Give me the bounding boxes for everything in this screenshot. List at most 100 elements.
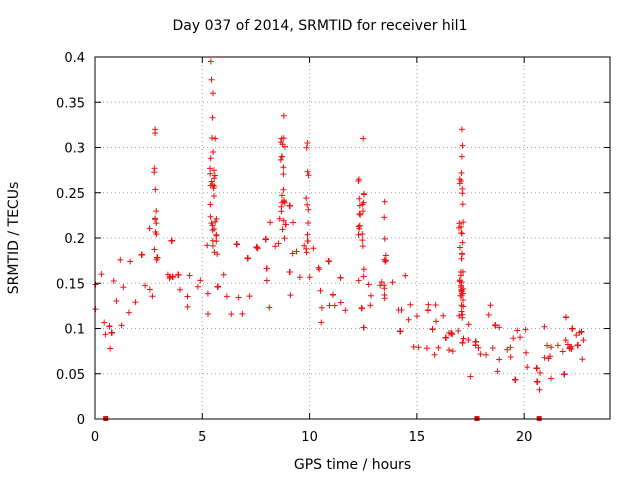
data-point bbox=[208, 178, 215, 185]
data-point bbox=[331, 302, 338, 309]
y-tick-label: 0.1 bbox=[64, 323, 85, 338]
data-point bbox=[433, 318, 439, 325]
data-point bbox=[457, 244, 463, 251]
data-point bbox=[106, 323, 113, 330]
data-point bbox=[293, 248, 300, 255]
data-point bbox=[282, 221, 289, 228]
data-point bbox=[207, 165, 213, 172]
data-point bbox=[220, 271, 227, 278]
data-point bbox=[459, 311, 466, 318]
data-point bbox=[286, 202, 293, 209]
data-point bbox=[211, 175, 218, 182]
data-point bbox=[306, 274, 313, 281]
data-point bbox=[367, 302, 374, 309]
data-point bbox=[378, 279, 385, 285]
data-point bbox=[118, 322, 125, 329]
data-point bbox=[279, 141, 286, 148]
y-tick-label: 0.3 bbox=[64, 142, 85, 157]
data-point bbox=[414, 313, 420, 320]
data-point bbox=[326, 302, 333, 309]
data-point bbox=[544, 342, 551, 349]
data-point bbox=[263, 265, 270, 272]
data-point bbox=[207, 155, 214, 162]
data-point bbox=[459, 339, 466, 346]
chart-title: Day 037 of 2014, SRMTID for receiver hil… bbox=[172, 18, 468, 34]
data-point bbox=[460, 297, 466, 304]
data-point bbox=[514, 327, 521, 334]
data-point bbox=[286, 269, 293, 275]
data-point bbox=[208, 76, 215, 83]
data-point bbox=[154, 254, 161, 261]
data-point bbox=[456, 176, 463, 183]
data-point bbox=[342, 307, 349, 314]
data-point bbox=[184, 293, 191, 300]
data-point bbox=[263, 277, 270, 284]
data-point bbox=[458, 279, 465, 286]
data-point bbox=[304, 140, 311, 146]
data-point bbox=[432, 302, 439, 308]
data-point bbox=[459, 239, 466, 246]
data-point bbox=[244, 255, 251, 262]
y-axis-label: SRMTID / TECUs bbox=[6, 181, 22, 295]
data-point bbox=[304, 201, 311, 208]
data-point bbox=[289, 250, 296, 257]
data-point bbox=[459, 142, 466, 149]
data-point bbox=[113, 298, 120, 304]
data-point bbox=[397, 328, 404, 335]
data-point bbox=[210, 242, 216, 249]
data-point bbox=[442, 334, 449, 341]
data-point bbox=[425, 301, 432, 308]
data-point bbox=[458, 284, 465, 291]
data-point bbox=[107, 345, 114, 352]
x-axis-label: GPS time / hours bbox=[293, 457, 412, 473]
data-point bbox=[310, 245, 317, 252]
data-point bbox=[356, 202, 363, 209]
data-point bbox=[548, 375, 554, 382]
data-point bbox=[152, 186, 159, 193]
data-point bbox=[287, 292, 294, 299]
data-point bbox=[381, 214, 388, 221]
data-point bbox=[574, 342, 581, 349]
data-point bbox=[267, 219, 274, 226]
data-point bbox=[102, 331, 109, 338]
x-tick-label: 10 bbox=[301, 430, 318, 445]
data-point bbox=[485, 311, 492, 318]
data-point bbox=[449, 331, 456, 338]
data-point bbox=[303, 195, 310, 202]
data-point bbox=[304, 238, 311, 244]
x-tick-label: 0 bbox=[91, 430, 99, 445]
data-point bbox=[301, 242, 308, 249]
data-point bbox=[153, 208, 160, 215]
x-tick-label: 20 bbox=[516, 430, 533, 445]
data-point bbox=[534, 378, 541, 385]
y-tick-label: 0.4 bbox=[64, 51, 85, 66]
data-point bbox=[381, 292, 388, 298]
data-point bbox=[359, 243, 366, 250]
data-point bbox=[381, 235, 388, 242]
data-point bbox=[194, 283, 201, 290]
data-point bbox=[318, 319, 325, 326]
data-point bbox=[212, 135, 219, 142]
data-point bbox=[360, 266, 367, 273]
data-point bbox=[465, 337, 472, 343]
data-point bbox=[278, 135, 285, 142]
data-point bbox=[359, 231, 366, 237]
data-point bbox=[278, 208, 285, 215]
data-point bbox=[213, 232, 220, 239]
data-point bbox=[458, 230, 465, 237]
data-point bbox=[562, 337, 569, 344]
data-point bbox=[305, 206, 312, 213]
data-point bbox=[356, 195, 363, 202]
data-point bbox=[177, 286, 183, 293]
data-point bbox=[146, 225, 153, 232]
data-point bbox=[207, 170, 214, 177]
data-point bbox=[496, 324, 503, 331]
data-point bbox=[132, 299, 139, 306]
data-point bbox=[547, 353, 553, 360]
data-point bbox=[211, 172, 218, 179]
data-point bbox=[365, 281, 372, 288]
data-point bbox=[262, 236, 269, 243]
data-point bbox=[496, 356, 503, 363]
data-point bbox=[578, 328, 585, 335]
data-point bbox=[467, 373, 474, 380]
